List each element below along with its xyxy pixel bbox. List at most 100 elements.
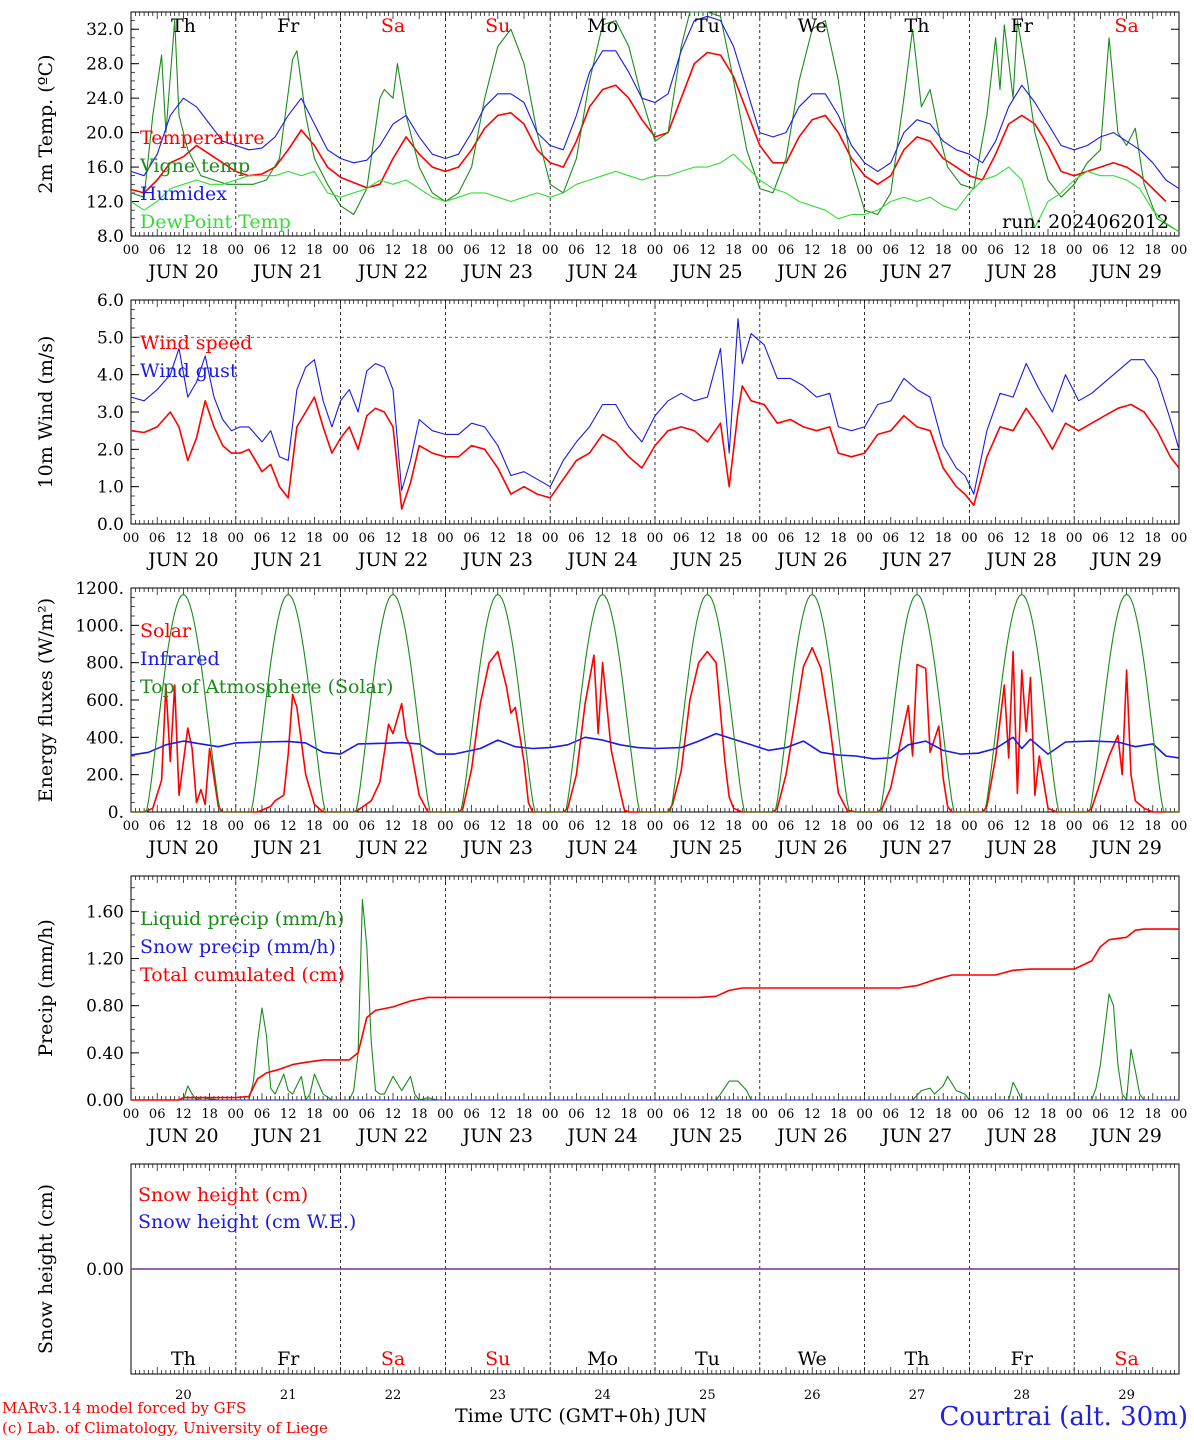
x-date-label: JUN 29 xyxy=(1089,261,1161,283)
x-hour-label: 18 xyxy=(201,1107,218,1122)
day-number-label: 23 xyxy=(490,1388,507,1403)
x-tick-marks xyxy=(130,588,1180,812)
series-line xyxy=(130,732,1180,760)
x-hour-label: 06 xyxy=(359,243,376,258)
legend-blue: Snow height (cm W.E.) xyxy=(138,1211,356,1233)
y-tick-label: 0.0 xyxy=(97,515,124,535)
x-date-label: JUN 23 xyxy=(461,837,533,859)
x-hour-label: 18 xyxy=(1145,243,1162,258)
x-hour-label: 06 xyxy=(673,243,690,258)
x-hour-label: 06 xyxy=(883,819,900,834)
x-hour-label: 00 xyxy=(961,243,978,258)
x-hour-label: 06 xyxy=(778,243,795,258)
x-hour-label: 06 xyxy=(987,819,1004,834)
x-hour-label: 00 xyxy=(856,1107,873,1122)
x-hour-label: 18 xyxy=(516,243,533,258)
x-hour-label: 12 xyxy=(280,531,297,546)
x-hour-label: 06 xyxy=(359,1107,376,1122)
panel-frame xyxy=(130,299,1180,525)
x-hour-label: 18 xyxy=(1040,531,1057,546)
x-hour-label: 00 xyxy=(123,819,140,834)
x-hour-label: 06 xyxy=(778,819,795,834)
y-tick-label: 8.0 xyxy=(97,227,124,247)
x-hour-label: 06 xyxy=(987,243,1004,258)
x-date-label: JUN 29 xyxy=(1089,549,1161,571)
y-tick-label: 1.60 xyxy=(86,902,124,922)
x-hour-label: 00 xyxy=(752,531,769,546)
x-date-label: JUN 28 xyxy=(985,837,1057,859)
y-tick-label: 200. xyxy=(86,766,124,786)
x-hour-label: 00 xyxy=(856,243,873,258)
x-hour-label: 06 xyxy=(778,531,795,546)
x-hour-label: 18 xyxy=(725,531,742,546)
x-hour-label: 12 xyxy=(909,243,926,258)
x-hour-label: 06 xyxy=(463,243,480,258)
x-hour-label: 06 xyxy=(254,531,271,546)
y-axis-title: Precip (mm/h) xyxy=(35,919,57,1057)
y-tick-label: 0.00 xyxy=(86,1091,124,1111)
x-date-label: JUN 27 xyxy=(880,837,952,859)
x-tick-marks xyxy=(130,1164,1180,1374)
x-tick-marks xyxy=(130,300,1180,524)
x-hour-label: 00 xyxy=(752,243,769,258)
x-date-label: JUN 28 xyxy=(985,549,1057,571)
x-hour-label: 12 xyxy=(594,243,611,258)
x-date-label: JUN 25 xyxy=(670,1125,742,1147)
legend-red: Snow height (cm) xyxy=(138,1184,308,1206)
x-hour-label: 06 xyxy=(673,531,690,546)
x-date-label: JUN 27 xyxy=(880,1125,952,1147)
y-tick-label: 20.0 xyxy=(86,124,124,144)
x-hour-label: 12 xyxy=(1014,819,1031,834)
weekday-label-top: Su xyxy=(485,15,510,37)
weekday-label-bottom: Sa xyxy=(381,1348,405,1370)
x-hour-label: 18 xyxy=(621,819,638,834)
x-hour-label: 06 xyxy=(568,243,585,258)
x-hour-label: 12 xyxy=(490,1107,507,1122)
x-hour-label: 00 xyxy=(228,819,245,834)
x-hour-label: 00 xyxy=(542,819,559,834)
x-date-label: JUN 25 xyxy=(670,549,742,571)
x-hour-label: 18 xyxy=(516,531,533,546)
weekday-label-bottom: We xyxy=(798,1348,827,1370)
x-hour-label: 06 xyxy=(149,819,166,834)
x-hour-label: 06 xyxy=(883,531,900,546)
x-date-label: JUN 24 xyxy=(565,261,637,283)
x-hour-label: 12 xyxy=(175,1107,192,1122)
x-hour-label: 12 xyxy=(804,1107,821,1122)
weekday-label-top: Mo xyxy=(587,15,618,37)
x-hour-label: 06 xyxy=(359,531,376,546)
x-hour-label: 06 xyxy=(463,819,480,834)
x-hour-label: 12 xyxy=(175,243,192,258)
x-hour-label: 00 xyxy=(542,531,559,546)
x-hour-label: 12 xyxy=(909,1107,926,1122)
x-date-label: JUN 20 xyxy=(146,261,218,283)
x-hour-label: 12 xyxy=(699,1107,716,1122)
panel-4 xyxy=(130,875,1180,1101)
x-date-label: JUN 23 xyxy=(461,549,533,571)
x-date-label: JUN 21 xyxy=(251,549,323,571)
x-hour-label: 00 xyxy=(1066,1107,1083,1122)
x-tick-marks xyxy=(130,876,1180,1100)
copyright-credit: (c) Lab. of Climatology, University of L… xyxy=(2,1419,328,1437)
x-date-label: JUN 26 xyxy=(775,261,847,283)
y-tick-label: 32.0 xyxy=(86,20,124,40)
day-number-label: 26 xyxy=(804,1388,821,1403)
y-tick-label: 28.0 xyxy=(86,55,124,75)
x-hour-label: 18 xyxy=(1040,243,1057,258)
x-date-label: JUN 28 xyxy=(985,1125,1057,1147)
x-hour-label: 00 xyxy=(752,1107,769,1122)
x-hour-label: 18 xyxy=(725,243,742,258)
legend-blue: Infrared xyxy=(140,648,220,670)
legend-red: Wind speed xyxy=(140,332,252,354)
x-date-label: JUN 26 xyxy=(775,837,847,859)
x-hour-label: 00 xyxy=(332,819,349,834)
x-hour-label: 00 xyxy=(961,819,978,834)
weekday-label-bottom: Fr xyxy=(277,1348,300,1370)
run-label: run: 2024062012 xyxy=(1002,211,1169,233)
x-hour-label: 12 xyxy=(594,819,611,834)
weekday-label-top: Tu xyxy=(695,15,720,37)
x-hour-label: 06 xyxy=(359,819,376,834)
x-hour-label: 12 xyxy=(385,243,402,258)
x-hour-label: 12 xyxy=(804,819,821,834)
